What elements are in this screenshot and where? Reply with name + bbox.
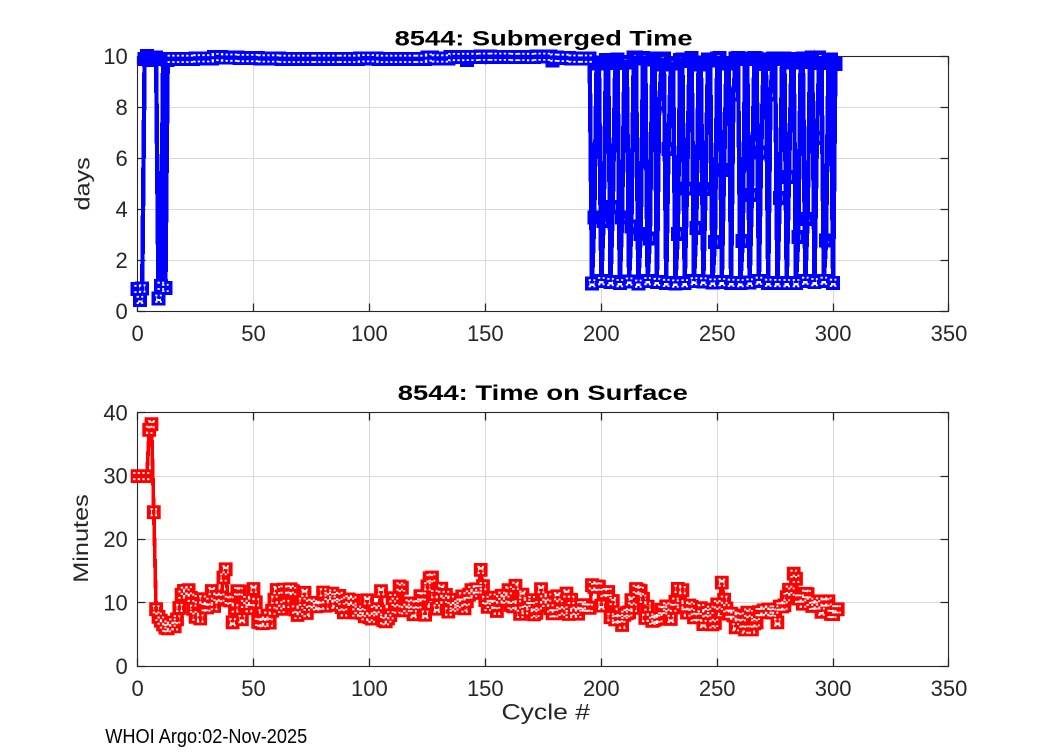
svg-text:0: 0 <box>131 321 143 346</box>
svg-text:50: 50 <box>241 321 265 346</box>
svg-text:8: 8 <box>116 95 128 120</box>
svg-text:4: 4 <box>116 197 128 222</box>
svg-text:200: 200 <box>583 676 620 701</box>
svg-text:300: 300 <box>815 321 852 346</box>
svg-text:350: 350 <box>931 321 968 346</box>
svg-text:2: 2 <box>116 248 128 273</box>
svg-text:8544: Submerged Time: 8544: Submerged Time <box>395 28 693 51</box>
svg-text:0: 0 <box>116 299 128 324</box>
svg-text:Minutes: Minutes <box>70 494 93 583</box>
svg-text:10: 10 <box>103 44 127 69</box>
svg-text:300: 300 <box>815 676 852 701</box>
svg-text:40: 40 <box>103 400 127 425</box>
svg-text:100: 100 <box>351 321 388 346</box>
svg-text:6: 6 <box>116 146 128 171</box>
svg-text:100: 100 <box>351 676 388 701</box>
svg-text:250: 250 <box>699 676 736 701</box>
svg-text:150: 150 <box>467 321 504 346</box>
svg-text:days: days <box>72 157 95 210</box>
svg-text:0: 0 <box>131 676 143 701</box>
svg-text:250: 250 <box>699 321 736 346</box>
svg-text:350: 350 <box>931 676 968 701</box>
svg-text:0: 0 <box>116 654 128 679</box>
svg-text:50: 50 <box>241 676 265 701</box>
svg-text:WHOI Argo:02-Nov-2025: WHOI Argo:02-Nov-2025 <box>105 725 307 748</box>
svg-text:10: 10 <box>103 591 127 616</box>
svg-text:Cycle #: Cycle # <box>502 700 591 725</box>
svg-text:150: 150 <box>467 676 504 701</box>
svg-text:30: 30 <box>103 464 127 489</box>
svg-text:20: 20 <box>103 527 127 552</box>
svg-text:200: 200 <box>583 321 620 346</box>
svg-text:8544: Time on Surface: 8544: Time on Surface <box>398 382 688 405</box>
